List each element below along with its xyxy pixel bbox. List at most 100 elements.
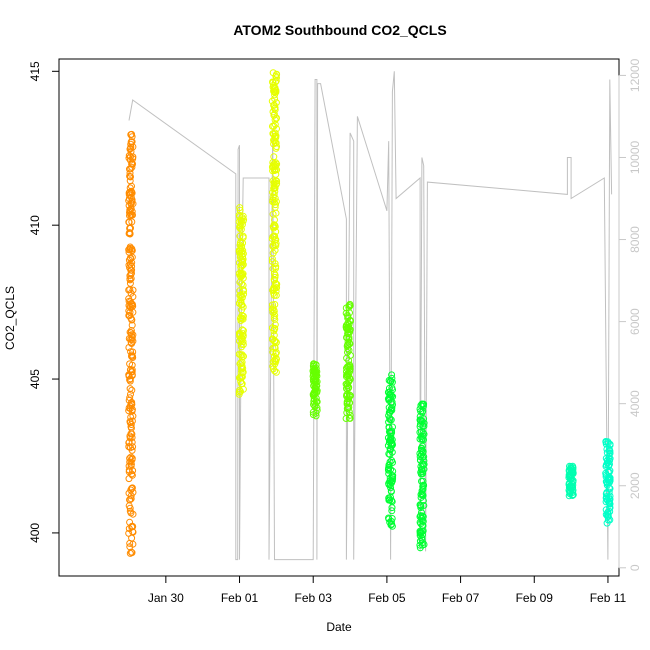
- data-point: [271, 260, 279, 268]
- data-point: [604, 512, 611, 520]
- data-point: [416, 428, 424, 436]
- data-point: [268, 305, 276, 313]
- series-3: [268, 69, 281, 376]
- y2-tick-label: 2000: [628, 472, 642, 499]
- data-point: [419, 429, 427, 437]
- data-point: [417, 494, 425, 501]
- data-point: [602, 478, 610, 486]
- data-point: [418, 517, 426, 525]
- data-point: [269, 78, 276, 86]
- data-point: [270, 153, 278, 161]
- x-tick-label: Feb 09: [516, 591, 554, 605]
- data-point: [343, 385, 350, 393]
- data-point: [125, 312, 133, 319]
- data-point: [344, 313, 352, 321]
- data-point: [272, 144, 280, 152]
- data-point: [602, 469, 610, 477]
- series-7: [416, 400, 428, 552]
- data-point: [269, 122, 276, 130]
- data-point: [386, 496, 394, 504]
- data-point: [237, 270, 245, 278]
- y2-tick-label: 0: [628, 564, 642, 571]
- data-point: [128, 247, 136, 255]
- data-point: [125, 286, 133, 294]
- data-point: [272, 263, 280, 271]
- data-point: [270, 184, 278, 192]
- y2-tick-label: 8000: [628, 226, 642, 253]
- data-point: [417, 512, 425, 520]
- altitude-layer: [128, 71, 613, 561]
- data-point: [346, 302, 354, 310]
- data-point: [126, 385, 134, 393]
- data-point: [605, 445, 613, 453]
- data-point: [346, 414, 354, 422]
- data-point: [238, 365, 245, 373]
- data-point: [239, 234, 247, 242]
- data-point: [269, 344, 277, 352]
- data-point: [127, 462, 135, 470]
- data-point: [270, 291, 278, 299]
- data-point: [238, 373, 246, 381]
- plot-frame: [58, 58, 620, 577]
- data-point: [419, 407, 427, 415]
- data-point: [235, 390, 243, 398]
- data-point: [127, 138, 135, 146]
- data-point: [125, 407, 133, 415]
- data-point: [125, 439, 133, 447]
- data-point: [236, 386, 244, 394]
- x-tick-label: Feb 07: [442, 591, 480, 605]
- data-point: [236, 330, 244, 338]
- data-point: [128, 430, 136, 438]
- data-point: [420, 481, 427, 489]
- data-point: [273, 74, 280, 82]
- y2-tick-label: 4000: [628, 390, 642, 417]
- data-point: [604, 508, 612, 516]
- data-point: [128, 259, 136, 267]
- data-point: [126, 188, 134, 196]
- data-point: [127, 348, 135, 356]
- data-point: [128, 456, 136, 463]
- data-point: [387, 488, 395, 496]
- data-point: [346, 411, 354, 419]
- data-point: [345, 303, 353, 311]
- data-point: [271, 367, 279, 375]
- data-point: [238, 217, 245, 225]
- data-point: [128, 386, 136, 394]
- x-axis: Jan 30 Feb 01 Feb 03 Feb 05 Feb 07 Feb 09 Feb …: [148, 575, 627, 605]
- data-point: [386, 477, 394, 485]
- data-point: [125, 202, 133, 209]
- data-point: [606, 495, 614, 503]
- data-point: [235, 350, 243, 358]
- data-point: [272, 358, 280, 366]
- data-point: [272, 99, 280, 107]
- y-tick-label: 415: [28, 61, 42, 81]
- data-point: [271, 137, 278, 145]
- y2-tick-label: 12000: [628, 58, 642, 92]
- data-point: [389, 459, 396, 466]
- data-point: [127, 266, 135, 274]
- data-point: [416, 420, 424, 428]
- data-point: [345, 335, 353, 343]
- data-point: [311, 402, 319, 410]
- data-point: [236, 241, 244, 249]
- data-point: [269, 188, 277, 196]
- data-point: [269, 210, 277, 218]
- data-point: [312, 398, 320, 406]
- data-point: [272, 77, 280, 85]
- data-point: [419, 531, 426, 539]
- data-point: [344, 338, 352, 346]
- data-point: [272, 228, 280, 236]
- data-point: [603, 519, 611, 527]
- data-point: [388, 472, 396, 480]
- data-point: [125, 489, 133, 497]
- data-point: [239, 255, 247, 263]
- data-point: [386, 474, 394, 482]
- data-point: [568, 467, 576, 475]
- data-point: [342, 309, 350, 317]
- data-point: [567, 472, 575, 479]
- data-point: [126, 496, 134, 504]
- data-point: [271, 356, 279, 364]
- data-point: [343, 371, 351, 379]
- x-tick-label: Jan 30: [148, 591, 184, 605]
